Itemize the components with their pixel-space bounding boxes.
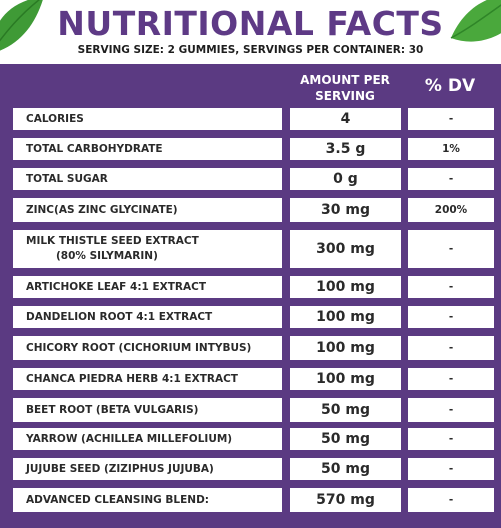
dv-cell: - — [408, 276, 494, 298]
amount-cell: 100 mg — [290, 276, 401, 298]
dv-value: - — [448, 463, 454, 475]
amount-cell: 0 g — [290, 168, 401, 190]
dv-value: - — [448, 373, 454, 385]
amount-value: 100 mg — [316, 340, 375, 356]
amount-value: 570 mg — [316, 492, 375, 508]
dv-value: - — [448, 433, 454, 445]
nutrient-name: TOTAL CARBOHYDRATE — [26, 142, 163, 155]
nutrient-name-cell: ARTICHOKE LEAF 4:1 EXTRACT — [13, 276, 282, 298]
dv-value: 200% — [434, 204, 468, 216]
amount-value: 300 mg — [316, 241, 375, 257]
nutrient-name: ARTICHOKE LEAF 4:1 EXTRACT — [26, 280, 206, 293]
nutrient-name-cell: ZINC(AS ZINC GLYCINATE) — [13, 198, 282, 222]
amount-value: 3.5 g — [325, 141, 366, 157]
amount-value: 50 mg — [321, 402, 370, 418]
amount-cell: 30 mg — [290, 198, 401, 222]
dv-value: - — [448, 494, 454, 506]
amount-value: 100 mg — [316, 279, 375, 295]
serving-info: SERVING SIZE: 2 GUMMIES, SERVINGS PER CO… — [77, 44, 424, 56]
nutrient-name-cell: YARROW (ACHILLEA MILLEFOLIUM) — [13, 428, 282, 450]
amount-cell: 4 — [290, 108, 401, 130]
nutrient-name: MILK THISTLE SEED EXTRACT — [26, 235, 199, 247]
dv-value: - — [448, 243, 454, 255]
dv-cell: - — [408, 108, 494, 130]
amount-column-header: AMOUNT PER SERVING — [289, 72, 401, 104]
dv-value: - — [448, 342, 454, 354]
dv-column-header: % DV — [424, 76, 476, 96]
nutrient-name-cell: CHICORY ROOT (CICHORIUM INTYBUS) — [13, 336, 282, 360]
nutrient-name-cell: JUJUBE SEED (ZIZIPHUS JUJUBA) — [13, 458, 282, 480]
leaf-icon — [0, 0, 43, 51]
amount-value: 100 mg — [316, 371, 375, 387]
nutrient-name-cell: MILK THISTLE SEED EXTRACT (80% SILYMARIN) — [13, 230, 282, 268]
nutrient-name: CALORIES — [26, 112, 84, 125]
leaf-icon — [450, 0, 501, 42]
nutrient-name-cell: CALORIES — [13, 108, 282, 130]
dv-cell: - — [408, 230, 494, 268]
nutrient-name: BEET ROOT (BETA VULGARIS) — [26, 403, 199, 416]
amount-cell: 3.5 g — [290, 138, 401, 160]
nutrient-name: CHANCA PIEDRA HERB 4:1 EXTRACT — [26, 372, 238, 385]
nutrient-name: TOTAL SUGAR — [26, 172, 108, 185]
nutrient-name-cell: TOTAL SUGAR — [13, 168, 282, 190]
dv-cell: - — [408, 488, 494, 512]
nutrient-name: JUJUBE SEED (ZIZIPHUS JUJUBA) — [26, 462, 214, 475]
amount-cell: 50 mg — [290, 458, 401, 480]
page-title: NUTRITIONAL FACTS — [57, 4, 444, 43]
nutrient-name: DANDELION ROOT 4:1 EXTRACT — [26, 310, 213, 323]
dv-value: - — [448, 173, 454, 185]
nutrient-name: YARROW (ACHILLEA MILLEFOLIUM) — [26, 432, 233, 445]
amount-cell: 100 mg — [290, 336, 401, 360]
nutrient-name-cell: ADVANCED CLEANSING BLEND: — [13, 488, 282, 512]
dv-cell: - — [408, 306, 494, 328]
amount-value: 50 mg — [321, 461, 370, 477]
amount-header-line1: AMOUNT PER — [300, 73, 390, 87]
dv-value: - — [448, 311, 454, 323]
dv-value: - — [448, 281, 454, 293]
dv-cell: 1% — [408, 138, 494, 160]
amount-value: 30 mg — [321, 202, 370, 218]
dv-value: 1% — [442, 143, 460, 155]
amount-cell: 570 mg — [290, 488, 401, 512]
nutrient-name-cell: BEET ROOT (BETA VULGARIS) — [13, 398, 282, 422]
amount-value: 50 mg — [321, 431, 370, 447]
dv-cell: - — [408, 398, 494, 422]
amount-value: 0 g — [333, 171, 358, 187]
nutrient-name-cell: DANDELION ROOT 4:1 EXTRACT — [13, 306, 282, 328]
nutrient-name-group: MILK THISTLE SEED EXTRACT (80% SILYMARIN) — [26, 234, 199, 264]
dv-value: - — [448, 404, 454, 416]
amount-cell: 50 mg — [290, 428, 401, 450]
amount-value: 4 — [340, 111, 351, 127]
amount-cell: 100 mg — [290, 368, 401, 390]
nutrient-name: ZINC(AS ZINC GLYCINATE) — [26, 203, 178, 216]
dv-value: - — [448, 113, 454, 125]
amount-cell: 300 mg — [290, 230, 401, 268]
nutrient-name-cell: TOTAL CARBOHYDRATE — [13, 138, 282, 160]
dv-cell: - — [408, 458, 494, 480]
amount-cell: 100 mg — [290, 306, 401, 328]
amount-header-line2: SERVING — [315, 89, 375, 103]
nutrient-name-cell: CHANCA PIEDRA HERB 4:1 EXTRACT — [13, 368, 282, 390]
dv-cell: - — [408, 336, 494, 360]
nutrition-panel: AMOUNT PER SERVING % DV CALORIES 4 - TOTAL … — [0, 64, 501, 528]
dv-cell: 200% — [408, 198, 494, 222]
nutrient-name-line2: (80% SILYMARIN) — [56, 250, 158, 262]
dv-cell: - — [408, 368, 494, 390]
amount-cell: 50 mg — [290, 398, 401, 422]
amount-value: 100 mg — [316, 309, 375, 325]
nutrient-name: CHICORY ROOT (CICHORIUM INTYBUS) — [26, 341, 252, 354]
dv-cell: - — [408, 428, 494, 450]
dv-cell: - — [408, 168, 494, 190]
nutrient-name: ADVANCED CLEANSING BLEND: — [26, 493, 210, 506]
